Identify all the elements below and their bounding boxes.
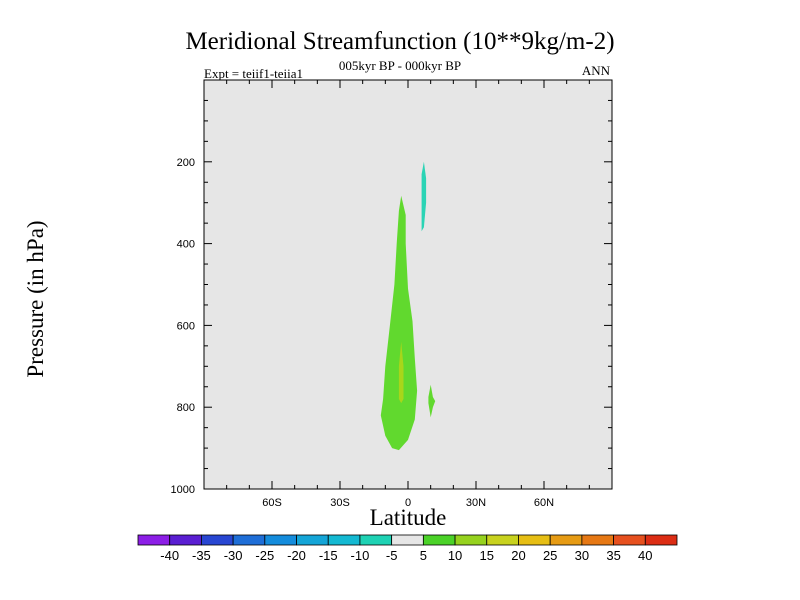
axis-ticks: 60S 30S 0 30N 60N 200 400 600 800 1000	[171, 80, 612, 509]
colorbar-label: 5	[420, 548, 427, 563]
x-tick-label: 30N	[466, 497, 486, 509]
colorbar-swatch	[359, 534, 393, 546]
colorbar-swatch	[644, 534, 678, 546]
colorbar-label: -30	[224, 548, 243, 563]
colorbar-swatch	[391, 534, 424, 546]
colorbar-swatch	[454, 534, 488, 546]
colorbar-swatch	[549, 534, 583, 546]
y-tick-label: 800	[177, 402, 195, 414]
colorbar-label: -5	[386, 548, 398, 563]
x-tick-label: 30S	[330, 497, 350, 509]
colorbar-swatch	[264, 534, 297, 546]
colorbar-label: 10	[448, 548, 462, 563]
contour-region-positive-5-10-small-cell	[428, 384, 436, 418]
colorbar-label: 40	[638, 548, 652, 563]
colorbar-swatch	[169, 534, 202, 546]
season-label: ANN	[581, 63, 610, 78]
colorbar-label: 20	[511, 548, 525, 563]
colorbar-swatch	[232, 534, 266, 546]
colorbar-swatch	[327, 534, 361, 546]
colorbar-swatch	[422, 534, 456, 546]
contour-regions	[380, 161, 436, 451]
colorbar-swatch	[486, 534, 519, 546]
chart-subtitle: 005kyr BP - 000kyr BP	[338, 58, 462, 73]
colorbar-label: 15	[480, 548, 494, 563]
colorbar-swatch	[518, 534, 551, 546]
contour-region-positive-10-15-core	[398, 341, 404, 404]
experiment-label: Expt = teiif1-teiia1	[204, 66, 304, 81]
y-tick-label: 600	[177, 320, 195, 332]
y-tick-label: 400	[177, 239, 195, 251]
colorbar-swatch	[201, 534, 234, 546]
colorbar-label: 25	[543, 548, 557, 563]
colorbar-label: -15	[319, 548, 338, 563]
colorbar-label: 30	[575, 548, 589, 563]
colorbar-swatch	[137, 534, 171, 546]
colorbar-label: -10	[351, 548, 370, 563]
colorbar-label: -25	[255, 548, 274, 563]
y-tick-label: 200	[177, 157, 195, 169]
x-tick-label: 60N	[534, 497, 554, 509]
x-axis-label: Latitude	[369, 505, 447, 530]
contour-region-negative-10-5-cell	[421, 161, 427, 232]
colorbar-swatch	[581, 534, 614, 546]
colorbar-label: -35	[192, 548, 211, 563]
x-tick-label: 60S	[262, 497, 282, 509]
x-tick-label: 0	[405, 497, 411, 509]
y-tick-label: 1000	[171, 484, 195, 496]
colorbar-swatch	[296, 534, 329, 546]
chart-title: Meridional Streamfunction (10**9kg/m-2)	[185, 28, 615, 55]
contour-region-positive-5-10-main-cell	[380, 195, 418, 451]
colorbar-label: -20	[287, 548, 306, 563]
colorbar-label: 35	[606, 548, 620, 563]
colorbar: -40 -35 -30 -25 -20 -15 -10 -5 5 10 15 20 25 30 35 40	[137, 534, 678, 563]
colorbar-swatch	[613, 534, 646, 546]
colorbar-label: -40	[160, 548, 179, 563]
